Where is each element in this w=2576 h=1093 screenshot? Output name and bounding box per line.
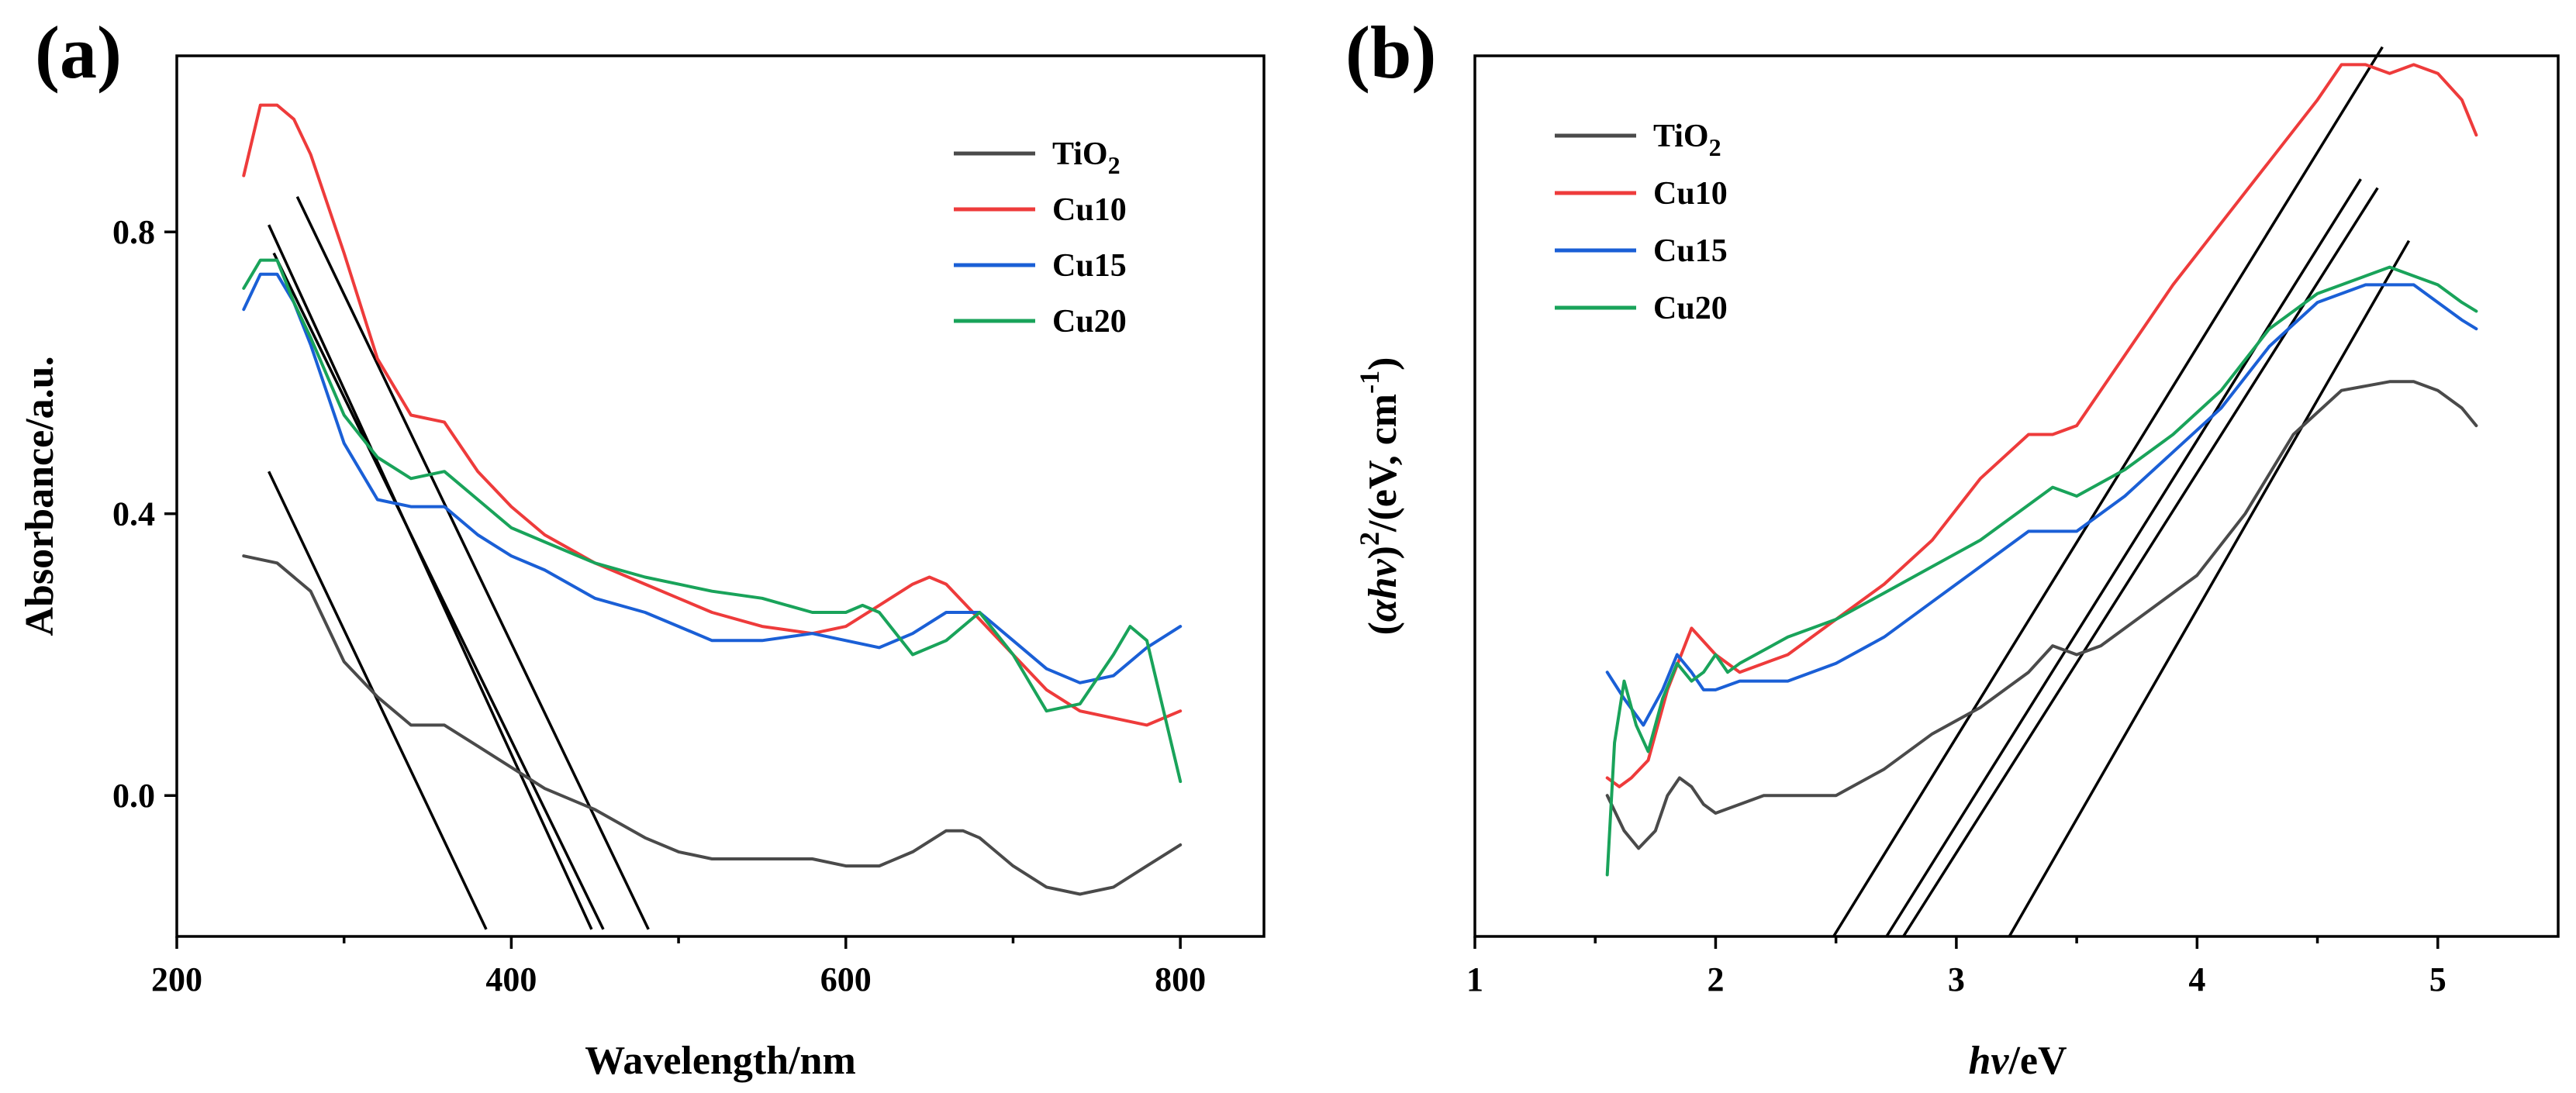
panel-a-ticks: 200 400 600 800 0.0 0.4 0.8 (112, 213, 1206, 998)
x-tick-label: 400 (485, 960, 537, 998)
legend-label-cu15: Cu15 (1052, 248, 1127, 284)
panel-b-tangent-lines (1832, 46, 2411, 937)
panel-a-frame (175, 54, 1266, 938)
series-line-cu20 (242, 258, 1183, 784)
panel-a-legend: TiO2 Cu10 Cu15 Cu20 (954, 136, 1127, 340)
panel-b-x-axis-title: hv/eV (1968, 1039, 2067, 1083)
y-tick-label: 0.0 (112, 777, 155, 815)
series-line-cu10 (1605, 63, 2478, 788)
tangent-line (1902, 187, 2379, 937)
tangent-line (2008, 240, 2411, 937)
tangent-line (268, 471, 488, 930)
panel-b-label: (b) (1345, 11, 1436, 94)
legend-label-tio2: TiO2 (1052, 136, 1121, 179)
series-line-tio2 (1605, 380, 2478, 850)
panel-a-label: (a) (35, 11, 122, 94)
y-tick-label: 0.8 (112, 213, 155, 251)
y-tick-label: 0.4 (112, 495, 155, 533)
panel-b-frame (1473, 54, 2560, 938)
legend-label-cu10: Cu10 (1653, 176, 1728, 212)
panel-b: (b) 1 2 3 4 5 hv/eV (αhv)2/(eV, cm-1) TiO2 Cu… (1345, 11, 2560, 1083)
legend-label-cu20: Cu20 (1052, 304, 1127, 340)
series-line-cu20 (1605, 265, 2478, 877)
x-tick-label: 3 (1948, 960, 1965, 998)
x-tick-label: 800 (1155, 960, 1206, 998)
tangent-line (272, 252, 605, 930)
panel-b-legend: TiO2 Cu10 Cu15 Cu20 (1555, 119, 1728, 326)
series-line-cu15 (1605, 283, 2478, 727)
panel-a-x-axis-title: Wavelength/nm (585, 1039, 856, 1083)
series-line-cu10 (242, 103, 1183, 727)
tangent-line (1885, 178, 2362, 937)
legend-label-cu20: Cu20 (1653, 291, 1728, 326)
tangent-line (1832, 46, 2384, 937)
panel-b-ticks: 1 2 3 4 5 (1466, 936, 2447, 998)
legend-label-cu10: Cu10 (1052, 192, 1127, 228)
panel-a-y-axis-title: Absorbance/a.u. (18, 356, 62, 636)
x-tick-label: 4 (2188, 960, 2205, 998)
x-tick-label: 200 (151, 960, 202, 998)
x-tick-label: 1 (1466, 960, 1483, 998)
panel-b-y-axis-title: (αhv)2/(eV, cm-1) (1354, 357, 1405, 636)
series-line-cu15 (242, 272, 1183, 684)
legend-label-cu15: Cu15 (1653, 233, 1728, 269)
legend-label-tio2: TiO2 (1653, 119, 1721, 161)
x-tick-label: 5 (2429, 960, 2447, 998)
x-tick-label: 2 (1707, 960, 1724, 998)
panel-b-series (1605, 63, 2478, 877)
x-tick-label: 600 (820, 960, 872, 998)
panel-a-series (242, 103, 1183, 896)
series-line-tio2 (242, 554, 1183, 896)
